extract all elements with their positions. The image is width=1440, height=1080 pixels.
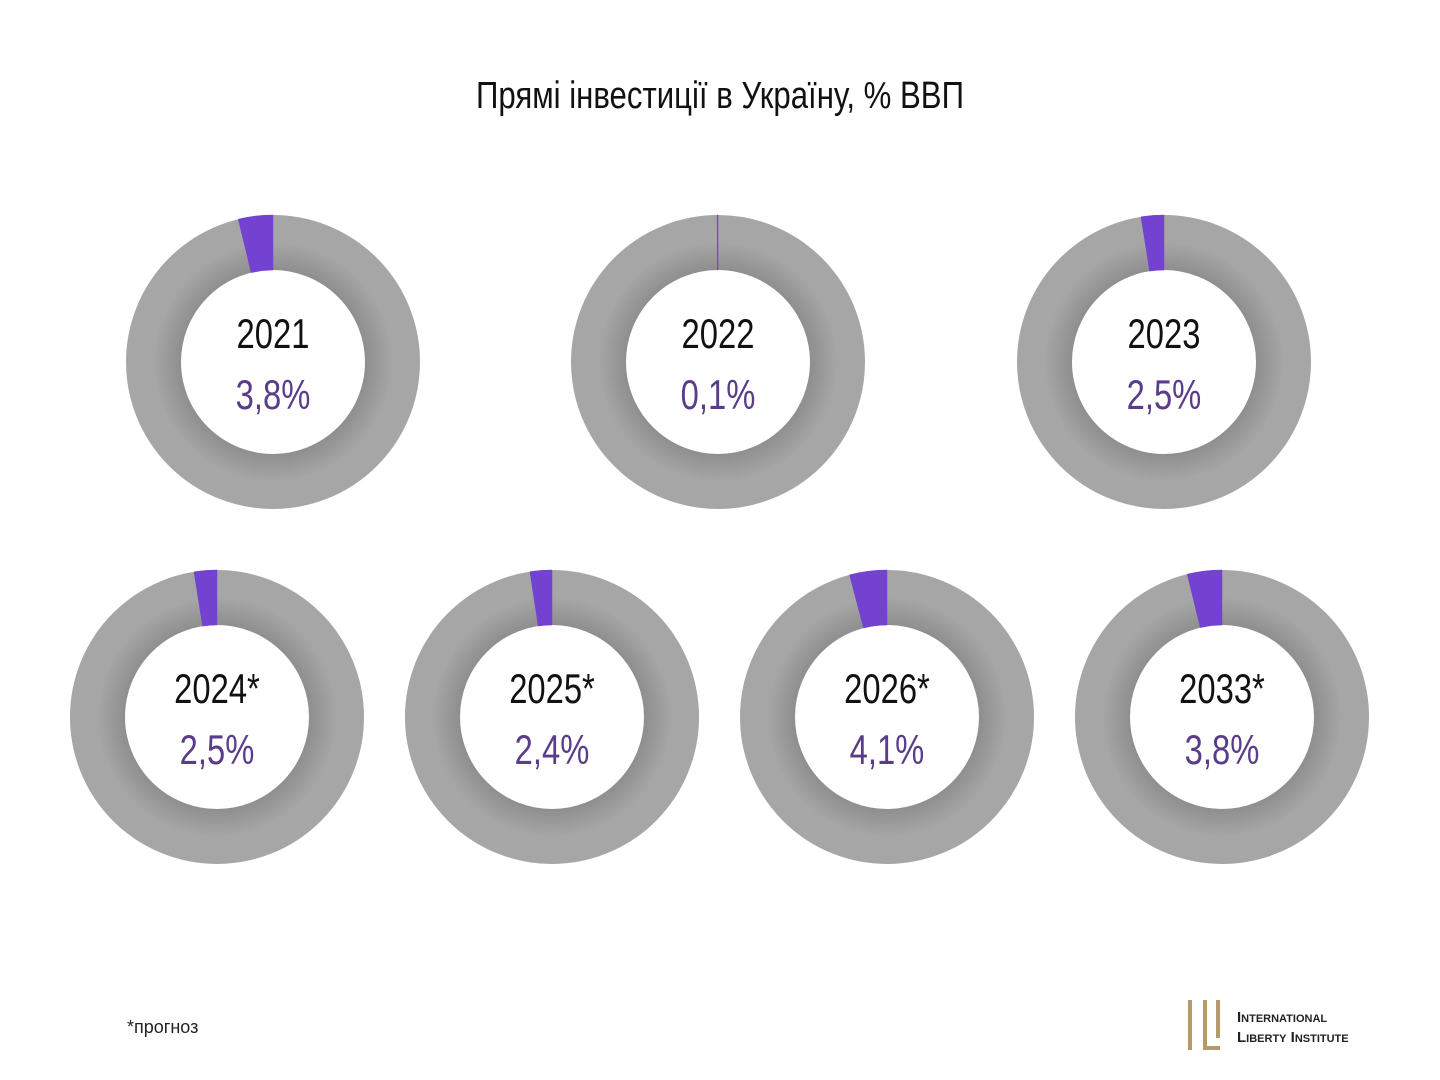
donut-ring [571,215,865,509]
donut-slice [529,569,553,627]
value-label: 4,1% [850,726,925,773]
donut-slice [237,214,274,273]
donut-title: 2021 [237,310,310,357]
logo-text: International [1237,1009,1327,1026]
donut-ring [126,215,420,509]
donut-slice [849,569,888,629]
donut-ring [405,570,699,864]
value-label: 2,4% [515,726,590,773]
donut-slice [1140,214,1165,272]
footnote: *прогноз [127,1017,198,1037]
logo-bar [1203,1000,1207,1050]
logo-bar [1216,1000,1220,1038]
donut-ring [740,570,1034,864]
value-label: 0,1% [681,371,756,418]
donut-title: 2025* [509,665,595,712]
value-label: 2,5% [180,726,255,773]
value-label: 2,5% [1127,371,1202,418]
donut-slice [1186,569,1223,628]
donut-title: 2033* [1179,665,1265,712]
donut-slice [193,569,218,627]
logo-bar [1203,1046,1220,1050]
donut-ring [70,570,364,864]
logo-bar [1188,1000,1192,1050]
page-title: Прямі інвестиції в Україну, % ВВП [476,75,964,117]
donut-slice [716,214,719,271]
donut-title: 2022 [682,310,755,357]
logo: International Liberty Institute [1188,1000,1349,1050]
value-label: 3,8% [1185,726,1260,773]
donut-title: 2023 [1128,310,1201,357]
donut-title: 2024* [174,665,260,712]
donut-title: 2026* [844,665,930,712]
value-label: 3,8% [236,371,311,418]
donut-ring [1017,215,1311,509]
donut-ring [1075,570,1369,864]
logo-text: Liberty Institute [1237,1029,1349,1046]
